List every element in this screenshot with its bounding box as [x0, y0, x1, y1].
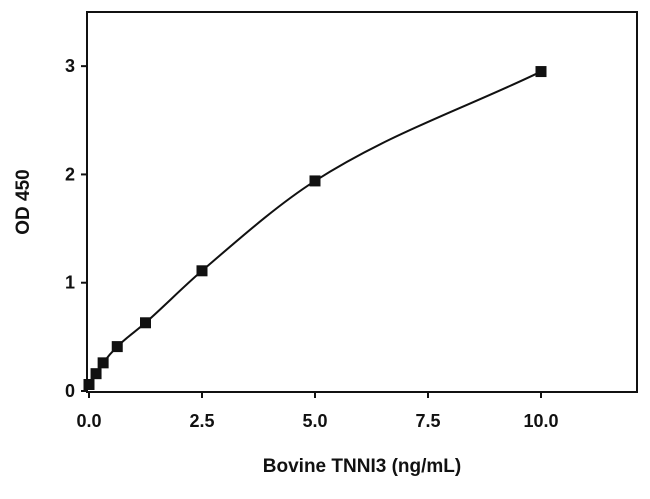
data-point [97, 357, 109, 369]
x-axis: 0.0 2.5 5.0 7.5 10.0 [76, 392, 559, 431]
fit-curve [88, 70, 542, 386]
plot-frame [86, 11, 638, 393]
data-point [90, 368, 102, 380]
data-point [140, 317, 151, 329]
data-point [309, 175, 321, 187]
data-points [83, 66, 547, 391]
x-tick-label: 0.0 [76, 411, 101, 431]
data-point [111, 341, 123, 353]
data-point [83, 379, 95, 391]
data-point [535, 66, 547, 78]
data-point [196, 265, 208, 277]
y-tick-label: 0 [65, 381, 75, 401]
y-axis: 0 1 2 3 [65, 56, 87, 401]
x-tick-label: 10.0 [523, 411, 558, 431]
x-axis-title: Bovine TNNI3 (ng/mL) [263, 456, 461, 477]
x-tick-label: 5.0 [302, 411, 327, 431]
x-tick-label: 2.5 [189, 411, 214, 431]
y-tick-label: 3 [65, 56, 75, 76]
y-tick-label: 1 [65, 273, 75, 293]
y-tick-label: 2 [65, 164, 75, 184]
y-axis-title: OD 450 [13, 169, 34, 234]
x-tick-label: 7.5 [415, 411, 440, 431]
